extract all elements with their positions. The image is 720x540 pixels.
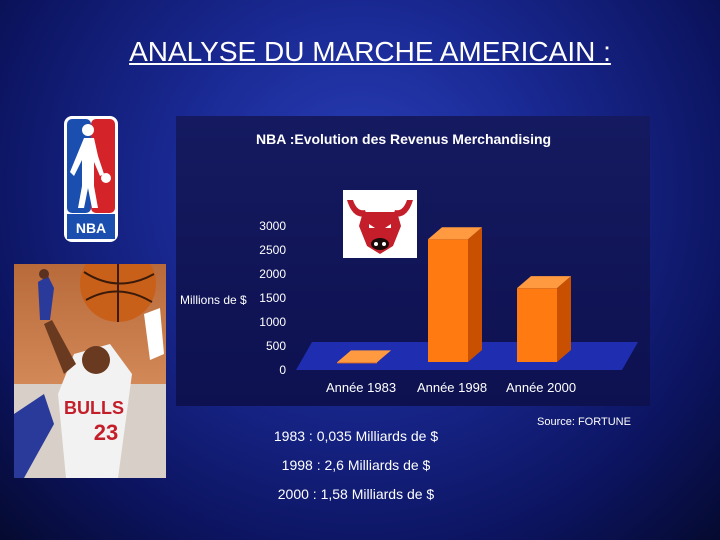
note-1998: 1998 : 2,6 Milliards de $ — [281, 457, 431, 473]
revenue-chart: NBA :Evolution des Revenus Merchandising… — [180, 131, 638, 395]
chart-bar-top — [517, 276, 571, 289]
chart-bar-top — [337, 350, 391, 363]
svg-text:BULLS: BULLS — [64, 398, 124, 418]
source-label: Source: FORTUNE — [537, 416, 631, 428]
y-tick-label: 2500 — [259, 243, 286, 257]
chart-bar-side — [468, 227, 482, 362]
y-tick-label: 1500 — [259, 291, 286, 305]
bulls-logo — [343, 190, 417, 258]
chart-y-axis-label: Millions de $ — [180, 293, 247, 307]
chart-panel: NBA :Evolution des Revenus Merchandising… — [176, 116, 650, 406]
y-tick-label: 0 — [279, 363, 286, 377]
chart-bar-side — [557, 276, 571, 362]
revenue-notes: 1983 : 0,035 Milliards de $ 1998 : 2,6 M… — [256, 428, 456, 515]
y-tick-label: 500 — [266, 339, 286, 353]
x-tick-label: Année 1998 — [417, 380, 487, 395]
chart-bar — [337, 362, 377, 364]
svg-text:23: 23 — [94, 420, 118, 445]
note-2000: 2000 : 1,58 Milliards de $ — [277, 486, 435, 502]
chart-bar-top — [428, 227, 482, 240]
note-1983: 1983 : 0,035 Milliards de $ — [273, 428, 439, 444]
nba-logo-text: NBA — [76, 220, 106, 236]
y-tick-label: 3000 — [259, 219, 286, 233]
y-tick-label: 1000 — [259, 315, 286, 329]
chart-title: NBA :Evolution des Revenus Merchandising — [256, 131, 551, 147]
slide-title: ANALYSE DU MARCHE AMERICAIN : — [129, 36, 611, 67]
basketball-photo: BULLS 23 — [14, 264, 166, 478]
chart-bar — [428, 239, 468, 362]
x-tick-label: Année 2000 — [506, 380, 576, 395]
x-tick-label: Année 1983 — [326, 380, 396, 395]
nba-logo: NBA — [64, 116, 118, 242]
y-tick-label: 2000 — [259, 267, 286, 281]
chart-bar — [517, 288, 557, 362]
